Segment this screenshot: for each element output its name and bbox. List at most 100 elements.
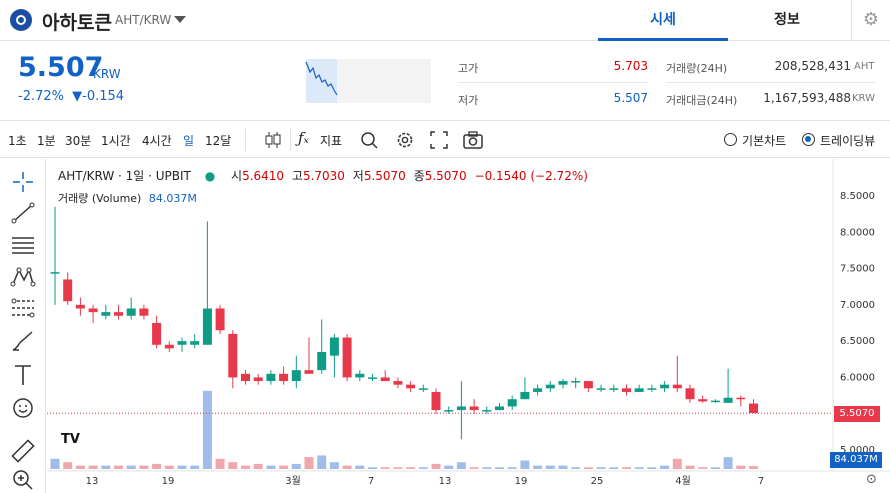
y-tick-label: 6.5000 (840, 336, 875, 347)
candle-body (520, 391, 530, 400)
volume-bar (736, 465, 746, 469)
ruler-icon[interactable] (10, 438, 36, 464)
interval-30m[interactable]: 30분 (65, 134, 92, 148)
volume-bar (558, 465, 568, 469)
interval-12mo[interactable]: 12달 (205, 134, 232, 148)
chevron-down-icon[interactable] (174, 16, 186, 23)
zoom-in-icon[interactable] (10, 467, 36, 493)
high-value: 5.703 (613, 59, 648, 73)
candle-body (596, 388, 606, 390)
price-unit: KRW (93, 67, 121, 81)
camera-icon[interactable] (462, 130, 484, 150)
pattern-icon[interactable] (10, 264, 36, 290)
radio-tradingview[interactable] (802, 133, 815, 146)
text-tool-icon[interactable] (10, 362, 36, 388)
coin-name[interactable]: 아하토큰 (42, 12, 112, 34)
volume-bar (596, 467, 606, 469)
divider (245, 129, 246, 151)
candle-body (355, 373, 365, 378)
fib-icon[interactable] (10, 296, 36, 322)
candle-body (317, 352, 327, 371)
gear-icon[interactable]: ⚙ (851, 0, 890, 41)
fullscreen-icon[interactable] (430, 131, 448, 149)
volume-bar (202, 390, 212, 469)
candle-body (406, 384, 416, 389)
candle-body (368, 377, 377, 379)
tab-quote[interactable]: 시세 (598, 0, 728, 41)
x-tick-label: 4월 (675, 475, 691, 487)
crosshair-icon[interactable] (10, 169, 36, 195)
interval-1d[interactable]: 일 (183, 134, 195, 148)
candle-body (114, 312, 123, 316)
coin-pair[interactable]: AHT/KRW (115, 13, 172, 27)
last-volume-tag: 84.037M (830, 452, 882, 468)
high-label: 고가 (458, 62, 479, 75)
legend-low-label: 저 (352, 169, 364, 183)
x-tick-label: 3월 (285, 475, 301, 487)
x-tick-label: 13 (86, 476, 99, 487)
candle-body (710, 400, 720, 403)
compare-icon[interactable] (360, 130, 378, 150)
last-price-tag: 5.5070 (834, 406, 880, 422)
candle-body (88, 308, 98, 313)
price-chart[interactable]: 8.5000 8.0000 7.5000 7.0000 6.5000 6.0000 5.00… (47, 159, 890, 493)
volume-bar (723, 457, 733, 469)
x-tick-label: 25 (591, 476, 604, 487)
volume-bar (75, 465, 85, 469)
candle-body (533, 388, 543, 392)
radio-basic-chart[interactable] (724, 133, 737, 146)
candle-body (215, 308, 225, 331)
volume-bar (482, 467, 492, 469)
function-icon[interactable]: ƒₓ (298, 129, 309, 147)
candle-body (291, 370, 301, 382)
interval-1m[interactable]: 1분 (37, 134, 56, 148)
volume-bar (749, 466, 758, 469)
candle-body (75, 304, 85, 309)
trade-value: 1,167,593,488 (763, 91, 851, 105)
candle-body (634, 388, 644, 392)
legend-title: AHT/KRW · 1일 · UPBIT (58, 169, 191, 183)
brush-icon[interactable] (10, 328, 36, 354)
tab-info[interactable]: 정보 (774, 12, 800, 28)
candle-body (304, 370, 314, 374)
y-tick-label: 7.0000 (840, 300, 875, 311)
volume-bar (190, 465, 200, 469)
candle-body (380, 377, 390, 382)
volume-bar (317, 455, 327, 469)
volume-bar (139, 465, 149, 469)
indicator-button[interactable]: 지표 (320, 134, 343, 148)
candle-body (202, 308, 212, 345)
emoji-icon[interactable] (10, 395, 36, 421)
candle-body (609, 388, 619, 390)
candle-body (698, 399, 708, 402)
x-tick-label: 19 (515, 476, 528, 487)
volume-legend-value: 84.037M (148, 192, 197, 205)
x-tick-label: 7 (368, 476, 374, 487)
candle-type-icon[interactable] (264, 130, 282, 150)
legend-close-label: 종 (413, 169, 425, 183)
volume-bar (126, 465, 136, 469)
candle-body (495, 406, 504, 411)
candle-body (241, 373, 250, 382)
settings-icon[interactable] (395, 130, 415, 150)
volume-bar (253, 463, 263, 469)
horizontal-lines-icon[interactable] (10, 232, 36, 258)
candle-body (279, 373, 289, 382)
time-settings-icon[interactable]: ⊙ (866, 472, 877, 487)
volume-bar (63, 462, 73, 469)
radio-tradingview-label[interactable]: 트레이딩뷰 (820, 134, 876, 148)
candle-body (228, 333, 238, 378)
candle-body (660, 384, 670, 389)
interval-1h[interactable]: 1시간 (101, 134, 131, 148)
interval-4h[interactable]: 4시간 (142, 134, 172, 148)
candle-body (723, 397, 733, 403)
volume-bar (355, 465, 365, 469)
volume-bar (241, 465, 250, 469)
radio-basic-chart-label[interactable]: 기본차트 (742, 134, 787, 148)
interval-1s[interactable]: 1초 (8, 134, 27, 148)
trendline-icon[interactable] (10, 200, 36, 226)
volume-bar (660, 465, 670, 469)
divider (290, 129, 291, 151)
volume-bar (342, 465, 352, 469)
legend-high: 5.7030 (302, 169, 345, 183)
